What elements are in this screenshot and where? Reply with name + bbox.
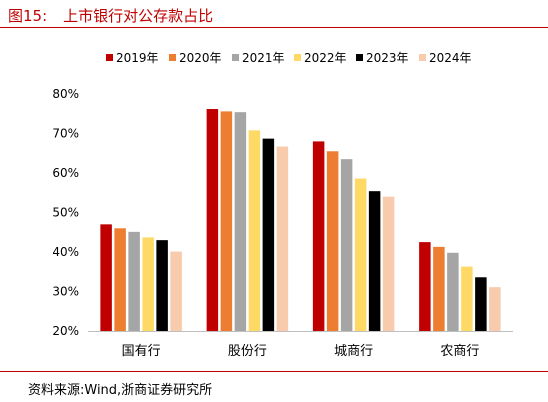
y-tick-label: 30% [52,285,79,299]
bar [489,287,501,331]
x-tick-label: 国有行 [122,344,161,359]
bar [340,159,353,331]
bar [382,196,395,331]
bar [354,178,367,331]
bar [114,228,126,331]
y-tick-label: 70% [52,127,79,141]
legend-label: 2019年 [116,51,159,65]
bar [368,191,381,331]
bar [128,231,140,331]
source-note: 资料来源:Wind,浙商证券研究所 [28,383,213,398]
x-tick-label: 农商行 [440,344,479,359]
y-tick-label: 60% [52,166,79,180]
bar [447,252,459,331]
legend-swatch [294,54,301,61]
bar [312,141,325,331]
legend-swatch [356,54,363,61]
bar [276,146,289,331]
figure-title: 上市银行对公存款占比 [63,7,214,25]
y-tick-label: 80% [52,87,79,101]
bar [206,109,219,331]
bar [248,130,261,331]
legend-swatch [232,54,239,61]
figure-label: 图15: [8,7,48,25]
top-rule [0,27,548,28]
legend-label: 2022年 [304,51,347,65]
legend-label: 2023年 [366,51,409,65]
bar [156,240,168,331]
bar [100,224,112,331]
bar [419,242,431,331]
legend-swatch [419,54,426,61]
bar [326,151,339,331]
legend-label: 2021年 [242,51,285,65]
legend-label: 2020年 [179,51,222,65]
x-tick-label: 城商行 [334,344,373,359]
bar [234,112,247,331]
bar [142,237,154,331]
bottom-rule [0,371,548,372]
legend-swatch [169,54,176,61]
figure-title-row: 图15: 上市银行对公存款占比 [8,5,213,26]
bar [461,266,473,331]
y-tick-label: 50% [52,206,79,220]
bar [220,111,233,331]
bar [170,251,182,331]
bar [475,277,487,331]
y-tick-label: 40% [52,245,79,259]
legend-label: 2024年 [429,51,472,65]
y-tick-label: 20% [52,324,79,338]
legend-swatch [106,54,113,61]
bar [433,246,445,331]
x-tick-label: 股份行 [228,344,267,359]
bar [262,138,275,331]
